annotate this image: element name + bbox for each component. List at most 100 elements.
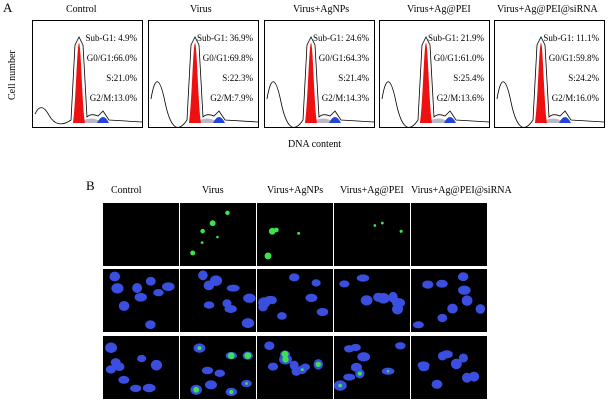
nucleus: [198, 270, 208, 281]
nucleus: [201, 366, 214, 375]
nucleus: [110, 358, 121, 367]
micrograph-image: [257, 203, 333, 266]
nucleus: [162, 282, 175, 292]
g2m-peak: [213, 117, 225, 123]
virus-signal: [268, 227, 276, 235]
virus-signal: [190, 250, 196, 256]
cell-cycle-stat: S:24.2%: [568, 73, 599, 83]
nucleus: [350, 362, 362, 372]
cell-cycle-stat: S:21.0%: [106, 73, 137, 83]
micrograph-image: [411, 336, 487, 399]
g2m-peak: [559, 117, 571, 123]
virus-signal: [216, 235, 219, 239]
nucleus: [264, 295, 276, 303]
virus-signal: [264, 252, 272, 260]
nucleus: [132, 283, 143, 293]
cell-cycle-stat: G0/G1:64.3%: [318, 53, 369, 63]
cell-cycle-stat: G0/G1:69.8%: [202, 53, 253, 63]
cell-cycle-stat: S:22.3%: [222, 73, 253, 83]
micrograph-image: [103, 336, 179, 399]
micrograph-column-title: Virus+Ag@PEI: [340, 185, 404, 196]
histogram-plot: Sub-G1: 36.9% G0/G1:69.8% S:22.3% G2/M:7.9%: [148, 20, 259, 128]
cell-cycle-stat: Sub-G1: 11.1%: [543, 33, 599, 43]
micrograph-image: [180, 269, 256, 332]
micrograph-column-title: Virus+AgNPs: [267, 185, 324, 196]
nucleus: [343, 373, 356, 381]
nucleus: [412, 321, 424, 329]
nucleus: [203, 301, 215, 309]
nucleus: [130, 384, 142, 393]
histogram-plot: Sub-G1: 4.9% G0/G1:66.0% S:21.0% G2/M:13.0%: [32, 20, 143, 128]
micrograph-tile: [257, 269, 333, 332]
micrograph-tile: [103, 269, 179, 332]
s-phase-area: [426, 118, 450, 123]
s-phase-area: [311, 118, 335, 123]
histogram-outline: [150, 36, 258, 127]
histogram-curves: [266, 36, 374, 127]
micrograph-tile: [180, 203, 256, 266]
histogram-title: Virus+AgNPs: [293, 4, 350, 15]
virus-signal: [399, 229, 403, 233]
cell-cycle-stat: Sub-G1: 24.6%: [313, 33, 369, 43]
virus-signal: [282, 356, 289, 363]
nucleus: [360, 295, 373, 306]
histogram-curves: [496, 36, 604, 127]
cell-cycle-stat: G2/M:13.0%: [89, 93, 137, 103]
micrograph-tile: [411, 269, 487, 332]
nucleus: [150, 359, 163, 371]
cell-cycle-stat: S:21.4%: [338, 73, 369, 83]
nucleus: [357, 352, 371, 362]
virus-signal: [200, 241, 204, 244]
nucleus: [118, 375, 130, 384]
cell-cycle-stat: G2/M:16.0%: [551, 93, 599, 103]
histogram-outline: [266, 36, 374, 127]
micrograph-background: [334, 203, 410, 266]
g2m-peak: [97, 117, 109, 123]
micrograph-image: [334, 269, 410, 332]
micrograph-image: [334, 203, 410, 266]
histogram-plot: Sub-G1: 11.1% G0/G1:59.8% S:24.2% G2/M:16.0…: [494, 20, 605, 128]
nucleus: [447, 303, 458, 314]
cell-cycle-stat: G2/M:14.3%: [321, 93, 369, 103]
g2m-peak: [444, 117, 456, 123]
y-axis-label: Cell number: [7, 50, 18, 100]
nucleus: [153, 288, 164, 297]
micrograph-image: [103, 203, 179, 266]
micrograph-tile: [334, 269, 410, 332]
nucleus: [118, 300, 130, 311]
nucleus: [462, 372, 472, 383]
nucleus: [475, 304, 486, 314]
histogram-curves: [34, 36, 142, 125]
histogram-title: Control: [66, 4, 97, 15]
nucleus: [258, 302, 268, 312]
micrograph-image: [411, 203, 487, 266]
nucleus: [395, 342, 406, 350]
micrograph-tile: [257, 336, 333, 399]
nucleus: [437, 313, 448, 323]
virus-signal: [197, 346, 202, 351]
histogram-outline: [34, 36, 142, 125]
virus-signal: [281, 350, 289, 358]
nucleus: [305, 293, 318, 303]
g0g1-peak: [305, 43, 317, 123]
micrograph-tile: [334, 203, 410, 266]
micrograph-tile: [180, 269, 256, 332]
virus-signal: [273, 227, 279, 233]
cell-cycle-stat: G2/M:7.9%: [210, 93, 253, 103]
virus-signal: [245, 382, 248, 385]
micrograph-tile: [103, 203, 179, 266]
histogram-curves: [150, 36, 258, 127]
histogram-outline: [381, 36, 489, 127]
virus-signal: [229, 389, 234, 395]
s-phase-area: [541, 118, 565, 123]
nucleus: [458, 353, 468, 363]
cell-cycle-stat: Sub-G1: 4.9%: [85, 33, 138, 43]
nucleus: [145, 276, 156, 286]
g0g1-peak: [73, 43, 85, 123]
virus-signal: [193, 386, 200, 393]
micrograph-tile: [180, 336, 256, 399]
micrograph-image: [411, 269, 487, 332]
nucleus: [437, 351, 447, 361]
cell-cycle-stat: G0/G1:66.0%: [86, 53, 137, 63]
s-phase-area: [79, 118, 103, 123]
